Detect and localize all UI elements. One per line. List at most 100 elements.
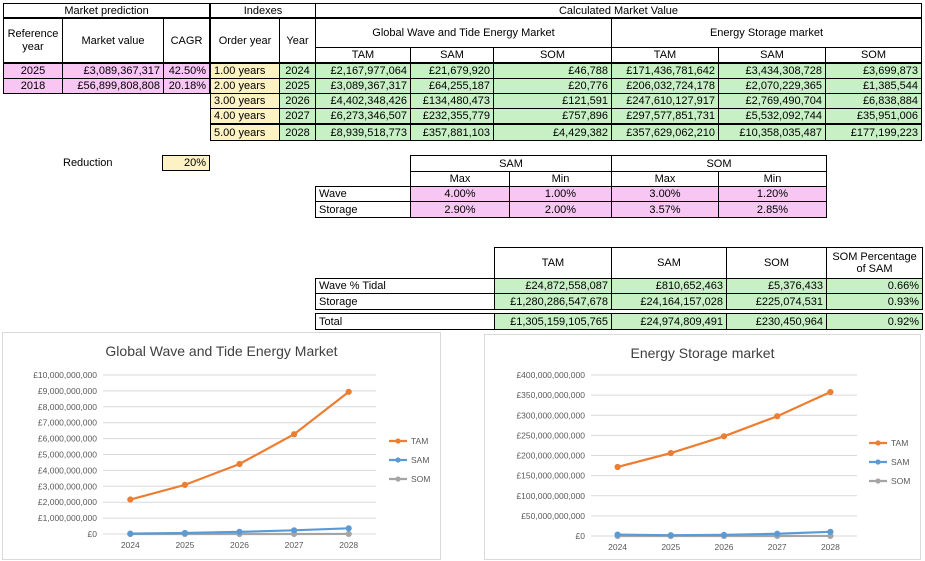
data-point-sam (128, 531, 133, 536)
calc-row-5-w-som: £4,429,382 (493, 124, 612, 141)
data-point-sam (292, 528, 297, 533)
data-point-sam (775, 531, 780, 536)
data-point-sam (615, 532, 620, 537)
ranges-row-storage-som-max: 3.57% (611, 201, 719, 218)
reduction-value[interactable]: 20% (162, 155, 210, 171)
y-tick-label: £4,000,000,000 (38, 465, 97, 475)
index-row-5-order: 5.00 years (210, 124, 280, 141)
index-row-1-year: 2024 (279, 63, 316, 79)
data-point-tam (668, 450, 673, 455)
y-tick-label: £0 (576, 531, 586, 541)
y-tick-label: £250,000,000,000 (516, 430, 585, 440)
market-prediction-header: Market prediction (3, 3, 210, 18)
indexes-header: Indexes (210, 3, 316, 18)
index-row-3-year: 2026 (279, 93, 316, 109)
summary-total-pct: 0.92% (826, 313, 923, 330)
legend-dot-sam (875, 459, 880, 464)
energy-storage-chart-svg: £0 £50,000,000,000 £100,000,000,000 £150,00… (485, 335, 922, 561)
calc-row-4-w-tam: £6,273,346,507 (315, 108, 411, 124)
col-market-value: Market value (62, 18, 164, 63)
calc-row-1-w-som: £46,788 (493, 63, 612, 79)
ranges-som-header: SOM (611, 155, 827, 172)
calc-row-4-w-som: £757,896 (493, 108, 612, 124)
col-wave-sam: SAM (410, 47, 494, 63)
wave-market-title: Global Wave and Tide Energy Market (315, 18, 612, 48)
summary-total-som: £230,450,964 (726, 313, 827, 330)
wave-tide-chart[interactable]: Global Wave and Tide Energy Market £0£1,… (2, 332, 441, 560)
index-row-3-order: 3.00 years (210, 93, 280, 109)
summary-row-wave-tam: £24,872,558,087 (494, 278, 612, 294)
legend-dot-tam (395, 438, 400, 443)
index-row-1-order: 1.00 years (210, 63, 280, 79)
legend-label-tam: TAM (411, 436, 428, 446)
data-point-tam (721, 434, 726, 439)
mp-row-1-value: £3,089,367,317 (62, 63, 164, 79)
x-tick-label: 2028 (339, 540, 358, 550)
data-point-sam (182, 530, 187, 535)
y-tick-label: £0 (88, 529, 98, 539)
summary-row-storage-pct: 0.93% (826, 293, 923, 310)
data-point-tam (346, 389, 351, 394)
y-tick-label: £9,000,000,000 (38, 386, 97, 396)
summary-total-sam: £24,974,809,491 (611, 313, 727, 330)
data-point-sam (721, 532, 726, 537)
legend-dot-som (395, 476, 400, 481)
col-order-year: Order year (210, 18, 280, 63)
legend-label-som: SOM (891, 476, 910, 486)
mp-row-2-cagr: 20.18% (163, 78, 210, 94)
mp-row-1-year: 2025 (3, 63, 63, 79)
ranges-sam-max: Max (410, 171, 510, 187)
ranges-som-min: Min (718, 171, 827, 187)
ranges-row-wave-som-max: 3.00% (611, 186, 719, 202)
calc-row-5-w-sam: £357,881,103 (410, 124, 494, 141)
y-tick-label: £10,000,000,000 (33, 370, 97, 380)
summary-row-storage-sam: £24,164,157,028 (611, 293, 727, 310)
ranges-row-wave-sam-max: 4.00% (410, 186, 510, 202)
calc-row-5-s-sam: £10,358,035,487 (718, 124, 826, 141)
index-row-5-year: 2028 (279, 124, 316, 141)
x-tick-label: 2024 (608, 542, 627, 552)
data-point-tam (237, 461, 242, 466)
x-tick-label: 2025 (661, 542, 680, 552)
ranges-sam-min: Min (509, 171, 612, 187)
calc-row-1-w-tam: £2,167,977,064 (315, 63, 411, 79)
data-point-sam (668, 533, 673, 538)
y-tick-label: £200,000,000,000 (516, 451, 585, 461)
wave-tide-chart-svg: £0£1,000,000,000£2,000,000,000£3,000,000… (3, 333, 442, 561)
y-tick-label: £7,000,000,000 (38, 418, 97, 428)
summary-row-wave-som: £5,376,433 (726, 278, 827, 294)
calc-row-4-s-sam: £5,532,092,744 (718, 108, 826, 124)
calc-row-5-s-som: £177,199,223 (825, 124, 922, 141)
col-cagr: CAGR (163, 18, 210, 63)
ranges-row-wave-label: Wave (315, 186, 411, 202)
ranges-row-storage-som-min: 2.85% (718, 201, 827, 218)
data-point-tam (128, 497, 133, 502)
calc-row-4-w-sam: £232,355,779 (410, 108, 494, 124)
calc-row-4-s-tam: £297,577,851,731 (611, 108, 719, 124)
index-row-2-order: 2.00 years (210, 78, 280, 94)
y-tick-label: £150,000,000,000 (516, 471, 585, 481)
summary-col-tam: TAM (494, 247, 612, 279)
energy-storage-chart[interactable]: Energy Storage market £0£50,000,000,000£… (484, 334, 921, 560)
mp-row-2-year: 2018 (3, 78, 63, 94)
calc-row-3-s-tam: £247,610,127,917 (611, 93, 719, 109)
y-tick-label: £3,000,000,000 (38, 481, 97, 491)
data-point-som (346, 531, 351, 536)
y-tick-label: £100,000,000,000 (516, 491, 585, 501)
legend-label-som: SOM (411, 474, 430, 484)
calc-row-1-s-sam: £3,434,308,728 (718, 63, 826, 79)
calc-row-2-s-tam: £206,032,724,178 (611, 78, 719, 94)
ranges-som-max: Max (611, 171, 719, 187)
legend-label-tam: TAM (891, 438, 908, 448)
legend-label-sam: SAM (411, 455, 429, 465)
summary-total-tam: £1,305,159,105,765 (494, 313, 612, 330)
summary-col-pct: SOM Percentage of SAM (826, 247, 923, 279)
calc-row-5-w-tam: £8,939,518,773 (315, 124, 411, 141)
calc-row-2-w-tam: £3,089,367,317 (315, 78, 411, 94)
y-tick-label: £50,000,000,000 (521, 511, 585, 521)
calc-row-2-w-som: £20,776 (493, 78, 612, 94)
col-storage-tam: TAM (611, 47, 719, 63)
y-tick-label: £2,000,000,000 (38, 497, 97, 507)
legend-label-sam: SAM (891, 457, 909, 467)
data-point-sam (237, 529, 242, 534)
